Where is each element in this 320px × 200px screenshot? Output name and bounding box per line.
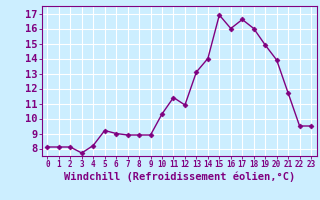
- X-axis label: Windchill (Refroidissement éolien,°C): Windchill (Refroidissement éolien,°C): [64, 172, 295, 182]
